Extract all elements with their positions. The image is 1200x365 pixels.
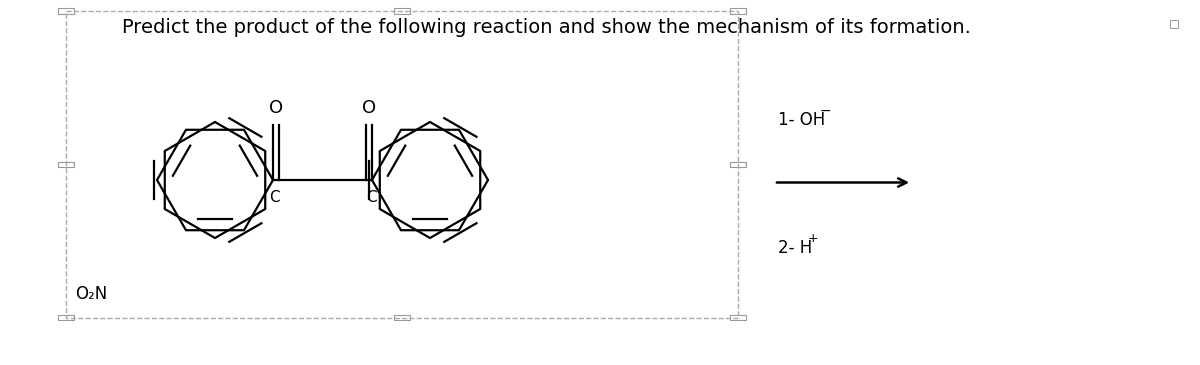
Text: 2- H: 2- H — [778, 239, 812, 257]
Text: C: C — [269, 190, 280, 205]
Text: C: C — [366, 190, 377, 205]
Bar — [58, 315, 74, 320]
Text: O: O — [269, 99, 283, 117]
Text: 1- OH: 1- OH — [778, 111, 824, 130]
Text: Predict the product of the following reaction and show the mechanism of its form: Predict the product of the following rea… — [121, 18, 971, 37]
Text: −: − — [820, 103, 832, 118]
Bar — [58, 8, 74, 14]
Bar — [394, 8, 410, 14]
Bar — [730, 8, 746, 14]
Text: +: + — [808, 232, 818, 245]
Bar — [394, 315, 410, 320]
Bar — [1170, 20, 1178, 28]
Text: O₂N: O₂N — [76, 285, 108, 303]
Text: O: O — [362, 99, 376, 117]
Bar — [730, 162, 746, 167]
Bar — [730, 315, 746, 320]
Bar — [58, 162, 74, 167]
